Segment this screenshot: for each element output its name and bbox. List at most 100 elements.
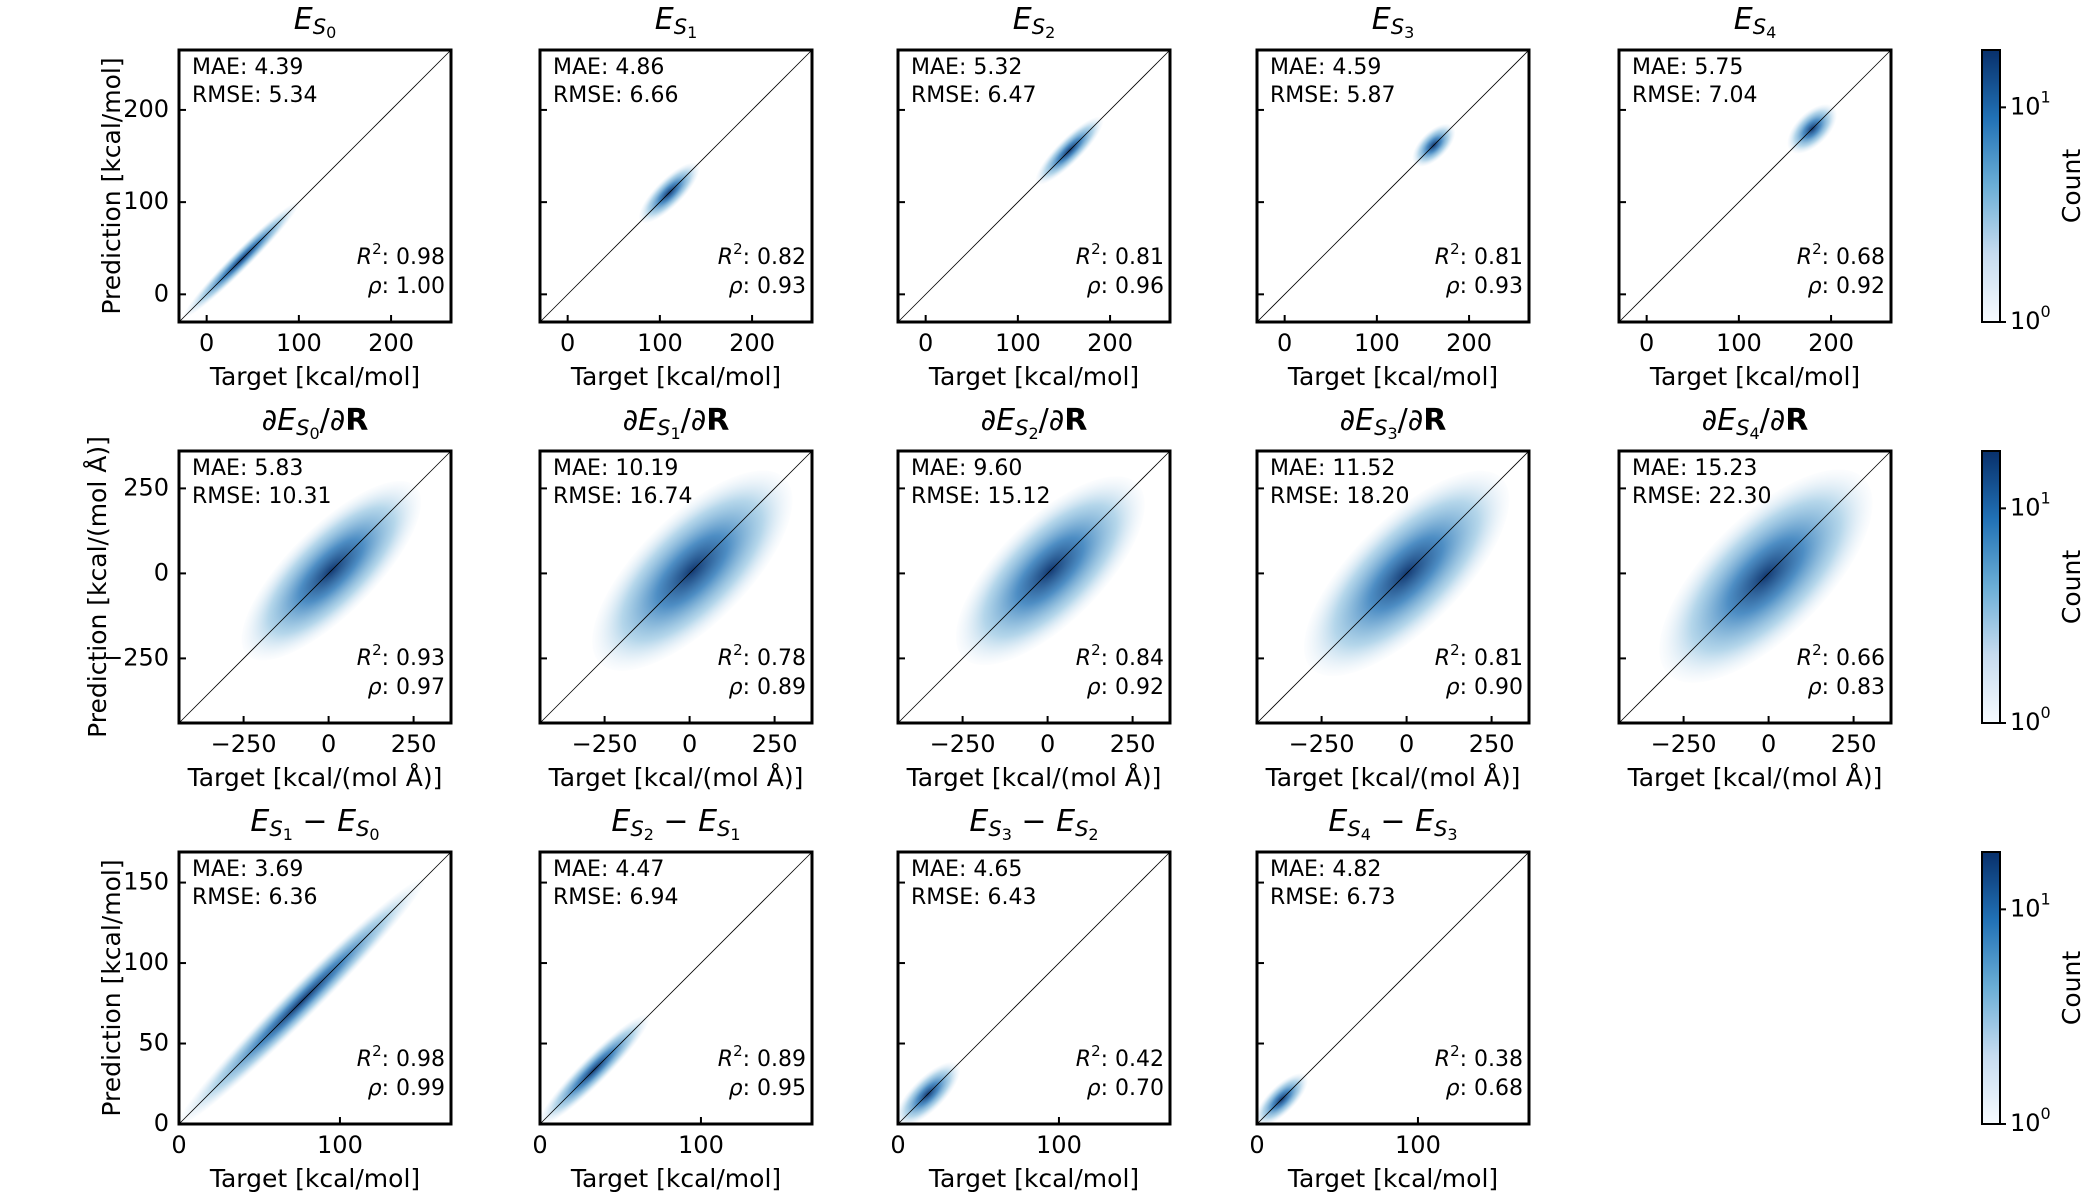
- stat-sep: :: [1101, 1076, 1115, 1101]
- title-part: 1: [283, 825, 293, 844]
- r2-text: R2: 0.93: [357, 641, 445, 672]
- tick-base: 10: [2010, 1109, 2041, 1137]
- tick-exp: 1: [2041, 488, 2051, 507]
- title-part: /∂: [320, 403, 346, 438]
- mae-text: MAE: 10.19: [553, 456, 678, 481]
- stat-label: MAE: [1270, 857, 1318, 882]
- x-tick-label: 0: [682, 730, 697, 758]
- x-tick-label: 100: [637, 329, 683, 357]
- panel-frame: [896, 48, 1172, 324]
- stat-label: MAE: [192, 857, 240, 882]
- stat-sep: :: [254, 83, 268, 108]
- stat-value: 0.81: [1474, 245, 1523, 270]
- stat-label: R: [1076, 245, 1091, 270]
- panel-title: ES0: [294, 2, 337, 42]
- title-part: E: [1056, 804, 1075, 839]
- x-tick-label: 0: [1639, 329, 1654, 357]
- title-part: E: [277, 403, 296, 438]
- y-tick-label: 100: [123, 187, 169, 215]
- title-part: E: [294, 2, 313, 37]
- stat-label: R: [357, 245, 372, 270]
- stat-value: 0.89: [757, 1047, 806, 1072]
- colorbar-tick-label: 100: [2010, 703, 2051, 737]
- title-part: E: [1355, 403, 1374, 438]
- r2-text: R2: 0.38: [1435, 1042, 1523, 1073]
- stat-sep: :: [382, 1076, 396, 1101]
- tick-base: 10: [2010, 708, 2041, 736]
- r2-text: R2: 0.78: [718, 641, 806, 672]
- stat-label: ρ: [368, 274, 382, 299]
- identity-line: [1256, 851, 1530, 1125]
- title-part: 2: [1028, 424, 1038, 443]
- stat-sep: :: [382, 646, 396, 671]
- stat-exp: 2: [1091, 1042, 1101, 1060]
- title-part: 2: [1088, 825, 1098, 844]
- stat-value: 0.93: [1474, 274, 1523, 299]
- rmse-text: RMSE: 7.04: [1632, 83, 1758, 108]
- stat-label: ρ: [368, 675, 382, 700]
- x-tick-label: 200: [368, 329, 414, 357]
- title-part: E: [638, 403, 657, 438]
- y-tick-label: 50: [138, 1029, 169, 1057]
- title-part: E: [1415, 804, 1434, 839]
- x-tick-label: 100: [276, 329, 322, 357]
- stat-exp: 2: [733, 1042, 743, 1060]
- stat-label: R: [1435, 1047, 1450, 1072]
- stat-value: 0.89: [757, 675, 806, 700]
- title-part: 1: [687, 23, 697, 42]
- x-tick-label: 0: [1761, 730, 1776, 758]
- stat-sep: :: [973, 484, 987, 509]
- stat-label: R: [1076, 1047, 1091, 1072]
- stat-value: 15.23: [1694, 456, 1757, 481]
- r2-text: R2: 0.98: [357, 240, 445, 271]
- title-part: E: [969, 804, 988, 839]
- panel-frame: [538, 449, 814, 725]
- r2-text: R2: 0.82: [718, 240, 806, 271]
- stat-value: 9.60: [973, 456, 1022, 481]
- stat-exp: 2: [733, 641, 743, 659]
- stat-label: ρ: [1087, 1076, 1101, 1101]
- title-part: −: [1371, 804, 1415, 839]
- stat-label: R: [1435, 245, 1450, 270]
- title-part: S: [717, 817, 730, 841]
- rmse-text: RMSE: 10.31: [192, 484, 332, 509]
- title-part: S: [1736, 416, 1749, 440]
- rmse-text: RMSE: 5.34: [192, 83, 318, 108]
- title-part: R: [1785, 403, 1808, 438]
- identity-line: [897, 851, 1171, 1125]
- x-tick-label: 100: [1354, 329, 1400, 357]
- stat-sep: :: [1460, 1076, 1474, 1101]
- rmse-text: RMSE: 6.73: [1270, 885, 1396, 910]
- stat-value: 0.96: [1115, 274, 1164, 299]
- stat-value: 0.66: [1836, 646, 1885, 671]
- identity-line: [539, 49, 813, 323]
- title-part: 4: [1766, 23, 1776, 42]
- title-part: E: [996, 403, 1015, 438]
- x-axis-label: Target [kcal/mol]: [570, 362, 781, 391]
- x-tick-label: 200: [1087, 329, 1133, 357]
- x-tick-label: 0: [918, 329, 933, 357]
- stat-label: RMSE: [1270, 484, 1332, 509]
- title-part: /∂: [681, 403, 707, 438]
- stat-sep: :: [1318, 456, 1332, 481]
- panel-frame: [538, 48, 814, 324]
- stat-label: RMSE: [1270, 83, 1332, 108]
- mae-text: MAE: 11.52: [1270, 456, 1395, 481]
- mae-text: MAE: 15.23: [1632, 456, 1757, 481]
- title-part: E: [1372, 2, 1391, 37]
- identity-line: [897, 450, 1171, 724]
- stat-value: 5.75: [1694, 55, 1743, 80]
- x-tick-label: 0: [532, 1131, 547, 1159]
- x-tick-label: −250: [572, 730, 638, 758]
- panel-frame: [177, 48, 453, 324]
- stat-value: 0.90: [1474, 675, 1523, 700]
- x-tick-label: 0: [171, 1131, 186, 1159]
- rmse-text: RMSE: 18.20: [1270, 484, 1410, 509]
- stat-label: MAE: [192, 55, 240, 80]
